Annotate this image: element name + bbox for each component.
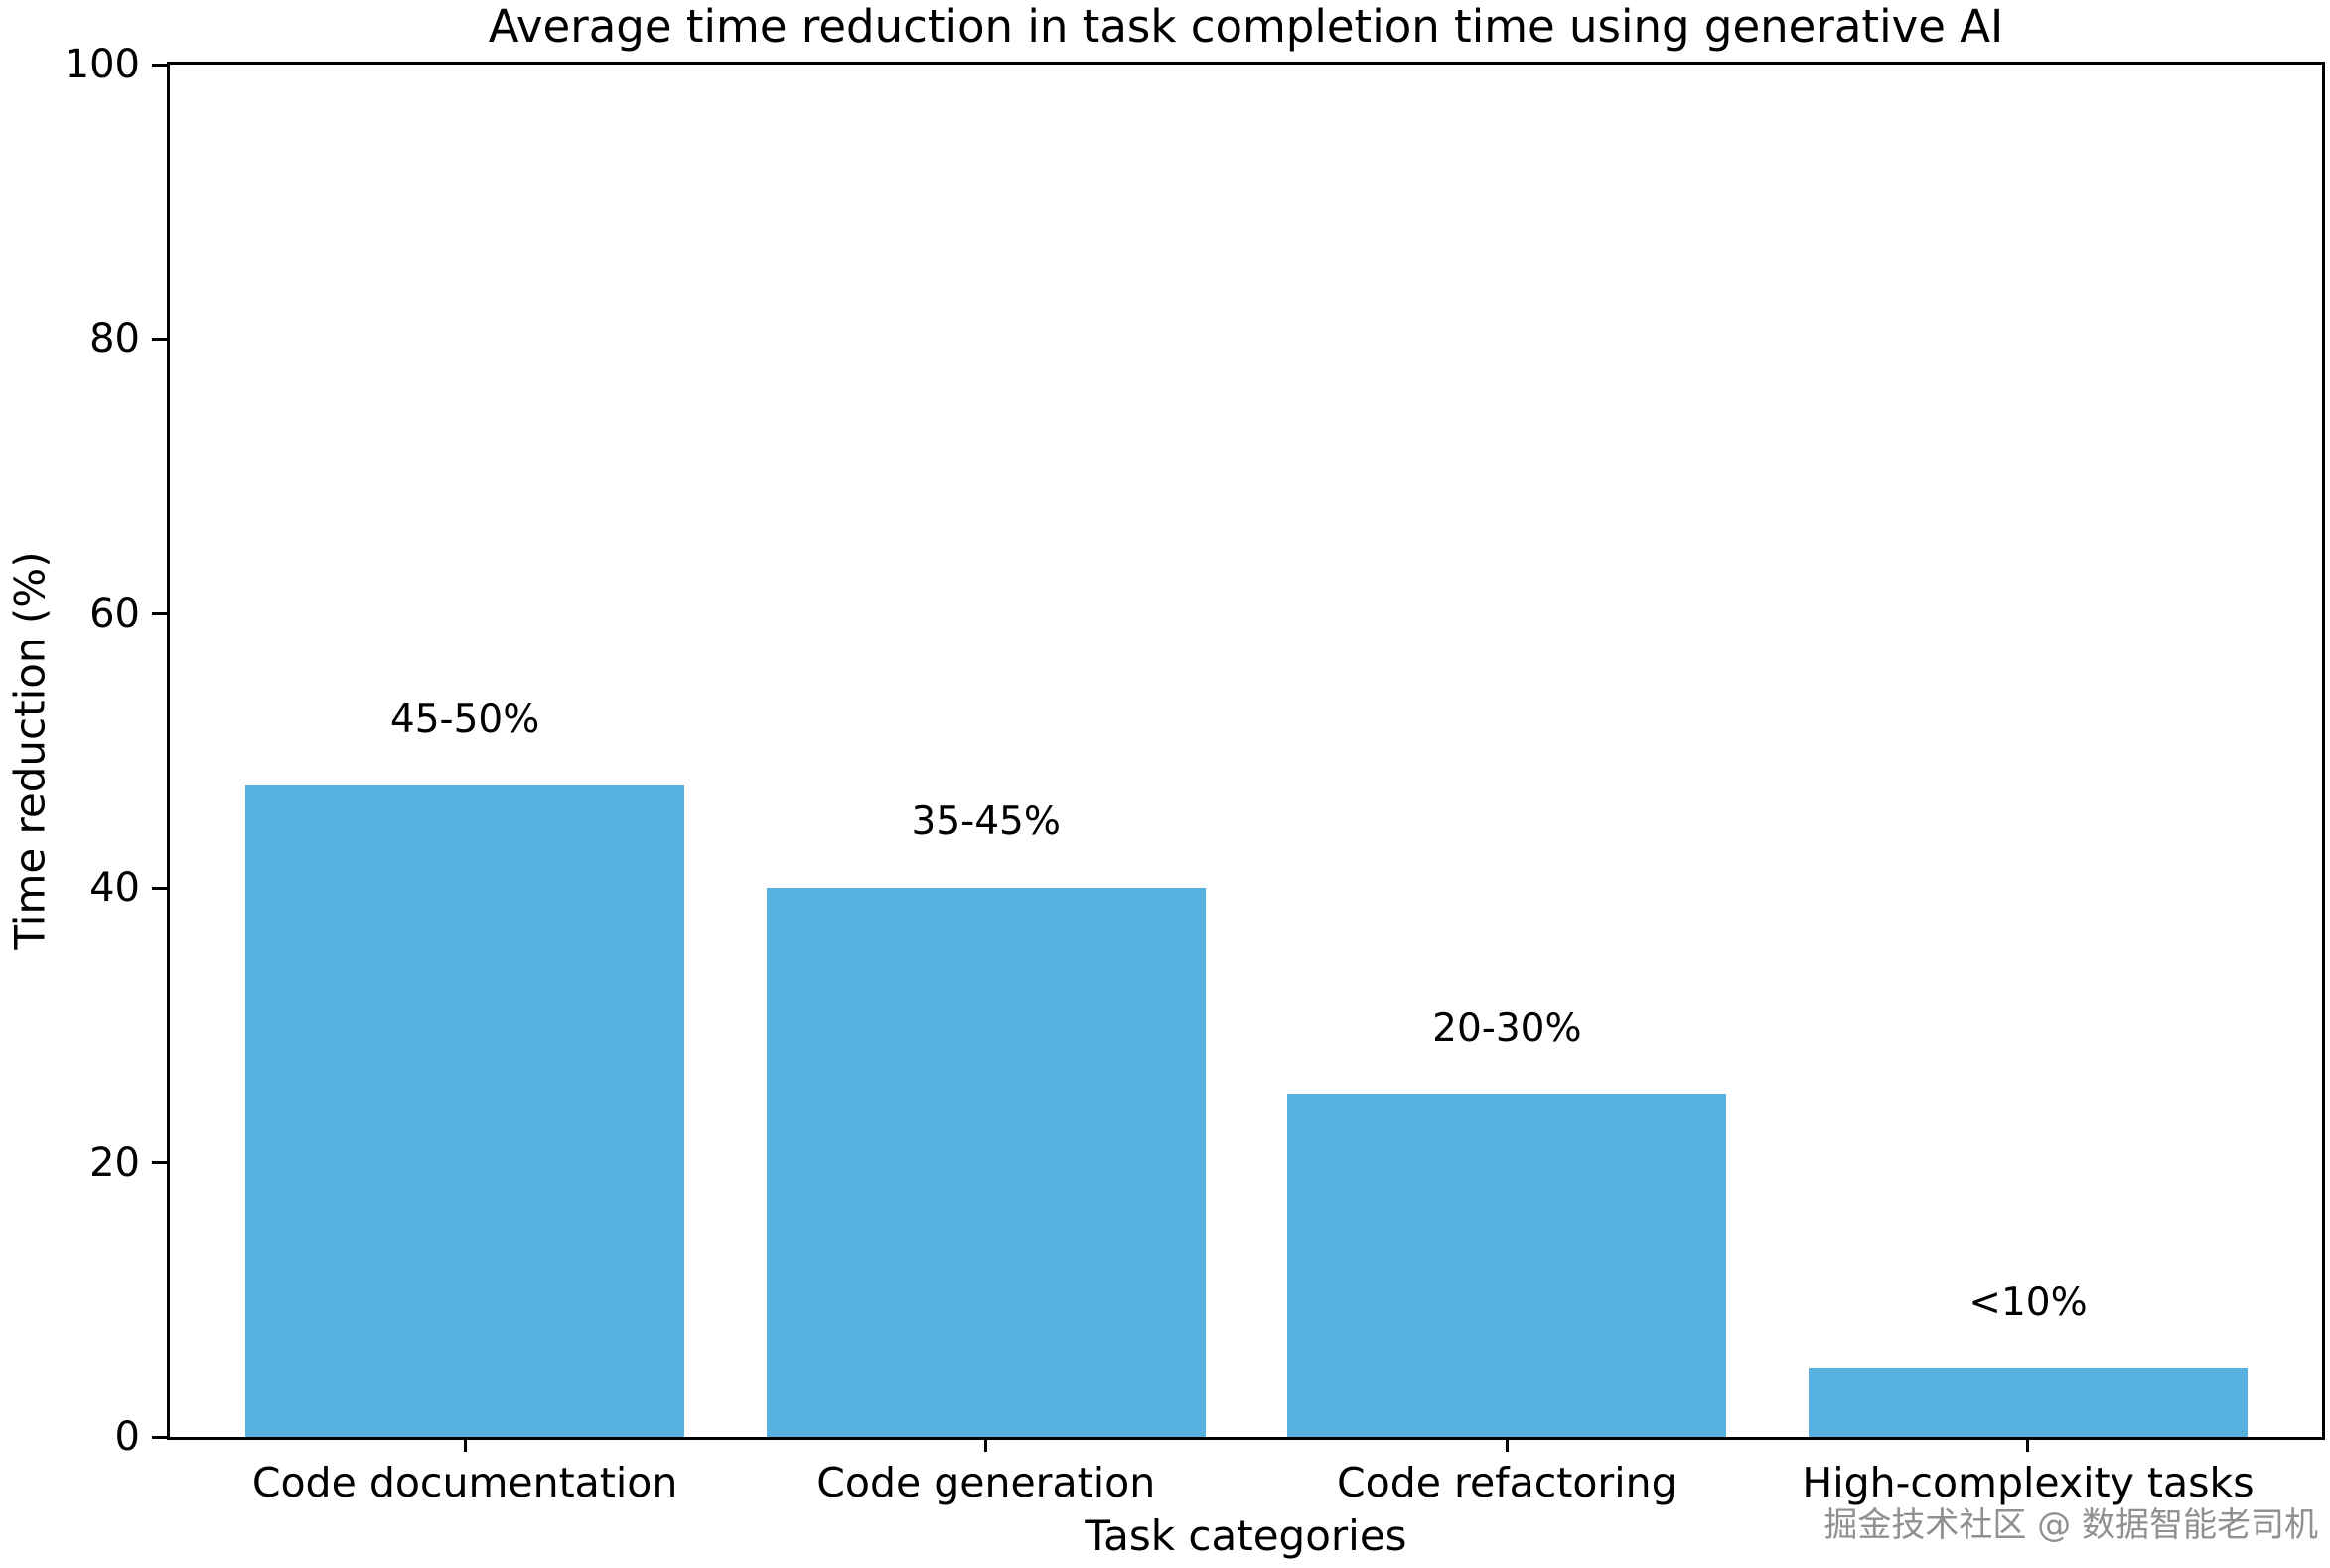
x-axis-label: Task categories bbox=[1085, 1511, 1407, 1560]
y-tick-label: 0 bbox=[114, 1414, 140, 1460]
plot-area: 0 20 40 60 80 100 45-50% Code documentation 35-4… bbox=[65, 42, 2325, 1506]
y-tick-mark bbox=[152, 886, 167, 890]
x-tick-label: Code refactoring bbox=[1336, 1459, 1677, 1506]
y-axis-label: Time reduction (%) bbox=[5, 551, 55, 950]
x-tick-mark bbox=[1505, 1437, 1509, 1452]
y-tick-label: 40 bbox=[89, 865, 140, 912]
y-tick-label: 20 bbox=[89, 1139, 140, 1186]
watermark-text: 掘金技术社区 @ 数据智能老司机 bbox=[1823, 1505, 2318, 1545]
y-tick-label: 100 bbox=[64, 42, 140, 87]
x-tick-mark bbox=[984, 1437, 988, 1452]
bar-value-label: <10% bbox=[1968, 1279, 2088, 1325]
y-tick-mark bbox=[152, 612, 167, 616]
bar-3 bbox=[1287, 1093, 1727, 1437]
bar-1 bbox=[245, 784, 684, 1437]
bar-value-label: 20-30% bbox=[1432, 1005, 1582, 1051]
y-tick-mark bbox=[152, 63, 167, 67]
chart-title: Average time reduction in task completio… bbox=[488, 0, 2004, 53]
bar-4 bbox=[1809, 1367, 2248, 1437]
bar-value-label: 35-45% bbox=[911, 799, 1061, 845]
y-tick-mark bbox=[152, 1435, 167, 1439]
bar-value-label: 45-50% bbox=[389, 696, 540, 742]
x-tick-mark bbox=[2026, 1437, 2030, 1452]
bar-2 bbox=[766, 888, 1206, 1437]
y-tick-mark bbox=[152, 1161, 167, 1165]
x-tick-mark bbox=[463, 1437, 467, 1452]
y-tick-label: 60 bbox=[89, 590, 140, 637]
x-tick-label: Code documentation bbox=[251, 1459, 678, 1506]
y-tick-label: 80 bbox=[89, 316, 140, 362]
x-tick-label: Code generation bbox=[816, 1459, 1156, 1506]
y-tick-mark bbox=[152, 337, 167, 341]
x-tick-label: High-complexity tasks bbox=[1802, 1459, 2255, 1506]
